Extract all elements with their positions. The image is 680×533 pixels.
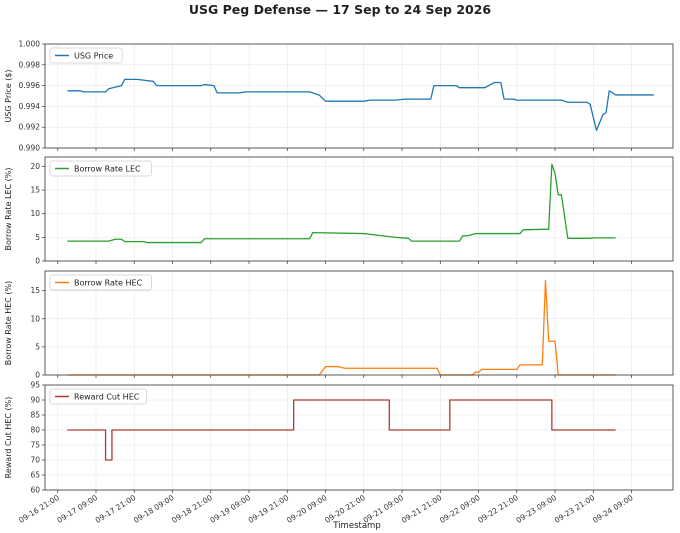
x-tick-label: 09-22 21:00 [476, 493, 520, 525]
y-tick-label: 75 [30, 441, 40, 450]
y-tick-label: 65 [30, 471, 40, 480]
y-tick-label: 80 [30, 426, 40, 435]
y-axis-label: Reward Cut HEC (%) [4, 397, 13, 479]
panel-2: 0 5 10 15 20 Borrow Rate LEC Borrow Rate LEC (… [4, 156, 674, 266]
plot-frame [44, 156, 674, 262]
panel-4: 60 65 70 75 80 85 90 95 Reward Cut HEC Reward Cut… [4, 381, 674, 495]
y-tick-label: 90 [30, 396, 40, 405]
y-tick-label: 95 [30, 381, 40, 390]
x-tick-label: 09-19 09:00 [208, 493, 252, 525]
series-line-borrow-rate-hec [67, 279, 616, 376]
legend-box [49, 160, 152, 177]
y-tick-label: 0.998 [19, 60, 41, 69]
y-tick-label: 0.996 [19, 81, 41, 90]
y-tick-label: 0.990 [19, 144, 41, 153]
series-line-usg-price [67, 78, 654, 131]
y-tick-label: 1.000 [19, 40, 41, 49]
chart-title: USG Peg Defense — 17 Sep to 24 Sep 2026 [189, 2, 492, 17]
legend-label: Borrow Rate HEC [74, 279, 143, 288]
x-tick-label: 09-21 21:00 [400, 493, 444, 525]
y-tick-label: 15 [30, 286, 40, 295]
legend-label: USG Price [74, 52, 113, 61]
plot-frame [44, 43, 674, 149]
y-axis-label: USG Price ($) [4, 69, 13, 122]
legend-box [49, 274, 152, 291]
y-tick-label: 10 [30, 314, 40, 323]
x-tick-label: 09-23 09:00 [515, 493, 559, 525]
x-tick-label: 09-16 21:00 [17, 493, 61, 525]
x-tick-label: 09-18 09:00 [132, 493, 176, 525]
y-tick-label: 70 [30, 456, 40, 465]
x-axis-label: Timestamp [332, 521, 380, 531]
y-tick-label: 0.992 [19, 123, 41, 132]
x-tick-label: 09-23 21:00 [553, 493, 597, 525]
y-tick-label: 15 [30, 186, 40, 195]
x-tick-label: 09-20 09:00 [285, 493, 329, 525]
panels: 0.990 0.992 0.994 0.996 0.998 1.000 USG Price U… [4, 40, 674, 495]
x-tick-label: 09-18 21:00 [170, 493, 214, 525]
x-tick-label: 09-17 09:00 [55, 493, 99, 525]
y-tick-label: 0 [35, 371, 40, 380]
legend-label: Borrow Rate LEC [74, 165, 141, 174]
plot-frame [44, 270, 674, 376]
legend-box [49, 47, 123, 64]
x-tick-label: 09-24 09:00 [591, 493, 635, 525]
series-line-reward-cut-hec [67, 399, 616, 461]
y-axis-label: Borrow Rate HEC (%) [4, 281, 13, 366]
y-tick-label: 0.994 [19, 102, 41, 111]
y-axis-label: Borrow Rate LEC (%) [4, 168, 13, 251]
y-tick-label: 60 [30, 486, 40, 495]
series-line-borrow-rate-lec [67, 163, 616, 244]
y-tick-label: 85 [30, 411, 40, 420]
y-tick-label: 20 [30, 162, 40, 171]
y-tick-label: 5 [35, 233, 40, 242]
plot-frame [44, 384, 674, 491]
x-tick-label: 09-17 21:00 [94, 493, 138, 525]
x-tick-label: 09-19 21:00 [247, 493, 291, 525]
y-tick-label: 0 [35, 257, 40, 266]
legend-label: Reward Cut HEC [74, 393, 140, 402]
x-tick-label: 09-22 09:00 [438, 493, 482, 525]
panel-1: 0.990 0.992 0.994 0.996 0.998 1.000 USG Price U… [4, 40, 674, 153]
y-tick-label: 10 [30, 209, 40, 218]
y-tick-label: 5 [35, 342, 40, 351]
panel-3: 0 5 10 15 Borrow Rate HEC Borrow Rate HEC (%) [4, 270, 674, 380]
legend-box [49, 388, 147, 405]
